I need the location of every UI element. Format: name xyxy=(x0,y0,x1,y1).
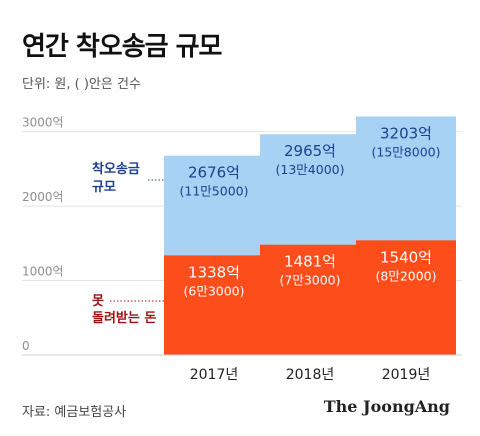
y-tick-label: 2000억 xyxy=(22,190,64,204)
y-tick-label: 1000억 xyxy=(22,265,64,279)
legend-label-total: 규모 xyxy=(92,180,116,195)
legend-label-unreturned: 돌려받는 돈 xyxy=(92,310,156,326)
y-tick-label: 3000억 xyxy=(22,116,64,130)
data-label-total: 3203억 xyxy=(380,124,432,142)
chart-subtitle: 단위: 원, ( )안은 건수 xyxy=(22,77,141,92)
publisher-logo: The JoongAng xyxy=(323,397,450,416)
data-label-unreturned: 1338억 xyxy=(188,263,240,281)
data-label-total-count: (15만8000) xyxy=(372,144,441,159)
data-label-unreturned-count: (7만3000) xyxy=(279,273,340,288)
data-label-total-count: (11만5000) xyxy=(180,184,249,199)
data-label-unreturned-count: (8만2000) xyxy=(375,268,436,283)
bar-unreturned xyxy=(356,240,456,355)
chart-title: 연간 착오송금 규모 xyxy=(22,32,222,62)
data-label-total: 2965억 xyxy=(284,142,336,160)
y-tick-label: 0 xyxy=(22,339,30,353)
bar-unreturned xyxy=(260,244,360,355)
data-label-total-count: (13만4000) xyxy=(276,162,345,177)
x-tick-label: 2017년 xyxy=(190,367,239,383)
bar-unreturned xyxy=(164,255,264,355)
x-tick-label: 2019년 xyxy=(382,367,431,383)
data-label-unreturned-count: (6만3000) xyxy=(183,283,244,298)
data-label-unreturned: 1481억 xyxy=(284,253,336,271)
data-label-total: 2676억 xyxy=(188,164,240,182)
source-note: 자료: 예금보험공사 xyxy=(22,405,127,420)
x-tick-label: 2018년 xyxy=(286,367,335,383)
data-label-unreturned: 1540억 xyxy=(380,248,432,266)
legend-label-total: 착오송금 xyxy=(92,161,140,177)
legend-label-unreturned: 못 xyxy=(92,294,104,309)
